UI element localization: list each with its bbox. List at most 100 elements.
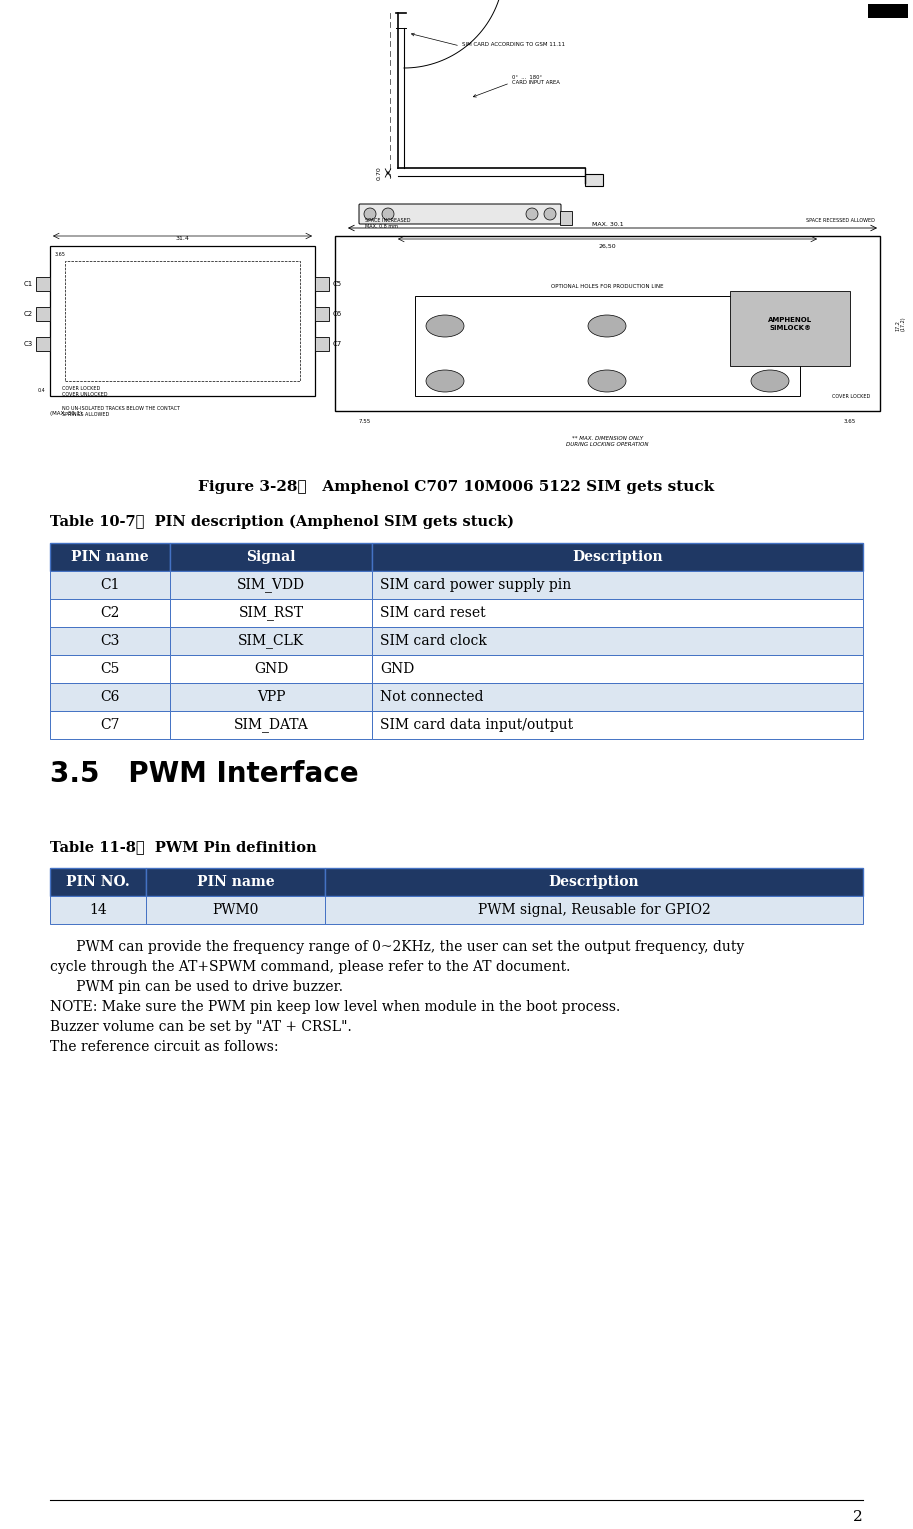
Text: 0.4: 0.4 [37,388,45,393]
Text: 2: 2 [854,1511,863,1524]
Text: C1: C1 [24,281,33,287]
Bar [50,868,146,896]
Bar [315,336,329,352]
Text: NO UN-ISOLATED TRACKS BELOW THE CONTACT
SPRINGS ALLOWED: NO UN-ISOLATED TRACKS BELOW THE CONTACT … [62,407,180,417]
Text: PWM can provide the frequency range of 0~2KHz, the user can set the output frequ: PWM can provide the frequency range of 0… [50,940,744,954]
Bar [171,543,372,570]
Ellipse shape [426,315,464,336]
Text: GND: GND [380,662,415,676]
Text: The reference circuit as follows:: The reference circuit as follows: [50,1040,278,1053]
Text: SIM_CLK: SIM_CLK [238,633,304,648]
Bar [730,291,850,365]
Text: COVER LOCKED: COVER LOCKED [832,393,870,399]
Text: OPTIONAL HOLES FOR PRODUCTION LINE: OPTIONAL HOLES FOR PRODUCTION LINE [551,283,664,289]
Text: Table 10-7：  PIN description (Amphenol SIM gets stuck): Table 10-7： PIN description (Amphenol SI… [50,515,514,529]
Text: C3: C3 [24,341,33,347]
Text: (MAX. 30,1): (MAX. 30,1) [50,411,82,416]
Text: C7: C7 [100,719,120,732]
Text: SIM card clock: SIM card clock [380,635,487,648]
Ellipse shape [426,370,464,391]
Text: 26,50: 26,50 [599,245,616,249]
Bar [171,683,372,711]
Bar [372,627,863,654]
Bar [50,246,315,396]
Bar [36,307,50,321]
Bar [50,711,171,739]
Text: 3.5   PWM Interface: 3.5 PWM Interface [50,760,359,787]
Text: GND: GND [254,662,289,676]
Circle shape [382,208,394,220]
Ellipse shape [751,370,789,391]
Text: 0.70: 0.70 [377,167,382,180]
Text: C6: C6 [333,310,342,317]
Text: PWM0: PWM0 [212,904,258,917]
Text: 7.55: 7.55 [359,419,371,424]
Text: 3.65: 3.65 [844,419,856,424]
Bar [325,868,863,896]
Text: C7: C7 [333,341,342,347]
Text: Description: Description [572,550,663,564]
Text: PWM pin can be used to drive buzzer.: PWM pin can be used to drive buzzer. [50,980,343,994]
Text: Not connected: Not connected [380,690,484,703]
Text: Figure 3-28：   Amphenol C707 10M006 5122 SIM gets stuck: Figure 3-28： Amphenol C707 10M006 5122 S… [198,480,715,494]
Text: 14: 14 [89,904,107,917]
Text: C1: C1 [100,578,120,592]
Bar [372,570,863,599]
Text: ** MAX. DIMENSION ONLY
DURING LOCKING OPERATION: ** MAX. DIMENSION ONLY DURING LOCKING OP… [566,436,649,446]
Text: SIM card data input/output: SIM card data input/output [380,719,573,732]
Bar [50,627,171,654]
Ellipse shape [588,370,626,391]
Text: SIM_DATA: SIM_DATA [234,717,309,732]
Bar [372,654,863,683]
Text: PIN NO.: PIN NO. [66,875,130,888]
Text: 17.2
(17.2): 17.2 (17.2) [895,317,906,330]
Text: MAX. 30.1: MAX. 30.1 [592,222,624,226]
Text: C5: C5 [333,281,342,287]
Text: 3.65: 3.65 [55,251,66,257]
Text: Table 11-8：  PWM Pin definition: Table 11-8： PWM Pin definition [50,839,317,855]
Circle shape [526,208,538,220]
FancyBboxPatch shape [359,203,561,225]
Text: PIN name: PIN name [196,875,274,888]
Bar [585,174,603,187]
Text: Description: Description [549,875,639,888]
Bar [146,868,325,896]
Bar [36,277,50,291]
Text: COVER LOCKED
COVER UNLOCKED: COVER LOCKED COVER UNLOCKED [62,385,108,398]
Text: C2: C2 [24,310,33,317]
Bar [36,336,50,352]
Bar [372,543,863,570]
Bar [315,307,329,321]
Bar [171,599,372,627]
Text: AMPHENOL
SIMLOCK®: AMPHENOL SIMLOCK® [768,318,812,330]
Text: VPP: VPP [257,690,286,703]
Text: SIM_VDD: SIM_VDD [237,578,305,592]
Text: SPACE RECESSED ALLOWED: SPACE RECESSED ALLOWED [806,219,875,223]
Text: Buzzer volume can be set by "AT + CRSL".: Buzzer volume can be set by "AT + CRSL". [50,1020,352,1034]
Bar [65,261,300,381]
Text: PIN name: PIN name [71,550,149,564]
Bar [335,235,880,411]
Bar [315,277,329,291]
Text: 0°  ...  180°
CARD INPUT AREA: 0° ... 180° CARD INPUT AREA [512,75,560,86]
Ellipse shape [751,315,789,336]
Text: SPACE INCREASED
MAX. 0.8 mm: SPACE INCREASED MAX. 0.8 mm [365,219,411,229]
Circle shape [544,208,556,220]
Text: Signal: Signal [247,550,296,564]
Bar [171,570,372,599]
Text: SIM card reset: SIM card reset [380,605,486,619]
Bar [372,683,863,711]
Text: C2: C2 [100,605,120,619]
Text: 31.4: 31.4 [175,235,189,242]
Bar [50,896,146,924]
Bar [372,711,863,739]
Text: PWM signal, Reusable for GPIO2: PWM signal, Reusable for GPIO2 [477,904,710,917]
Bar [50,570,171,599]
Bar [146,896,325,924]
Bar [868,5,908,18]
Bar [50,543,171,570]
Text: SIM card power supply pin: SIM card power supply pin [380,578,572,592]
Text: C6: C6 [100,690,120,703]
Text: NOTE: Make sure the PWM pin keep low level when module in the boot process.: NOTE: Make sure the PWM pin keep low lev… [50,1000,620,1014]
Bar [171,711,372,739]
